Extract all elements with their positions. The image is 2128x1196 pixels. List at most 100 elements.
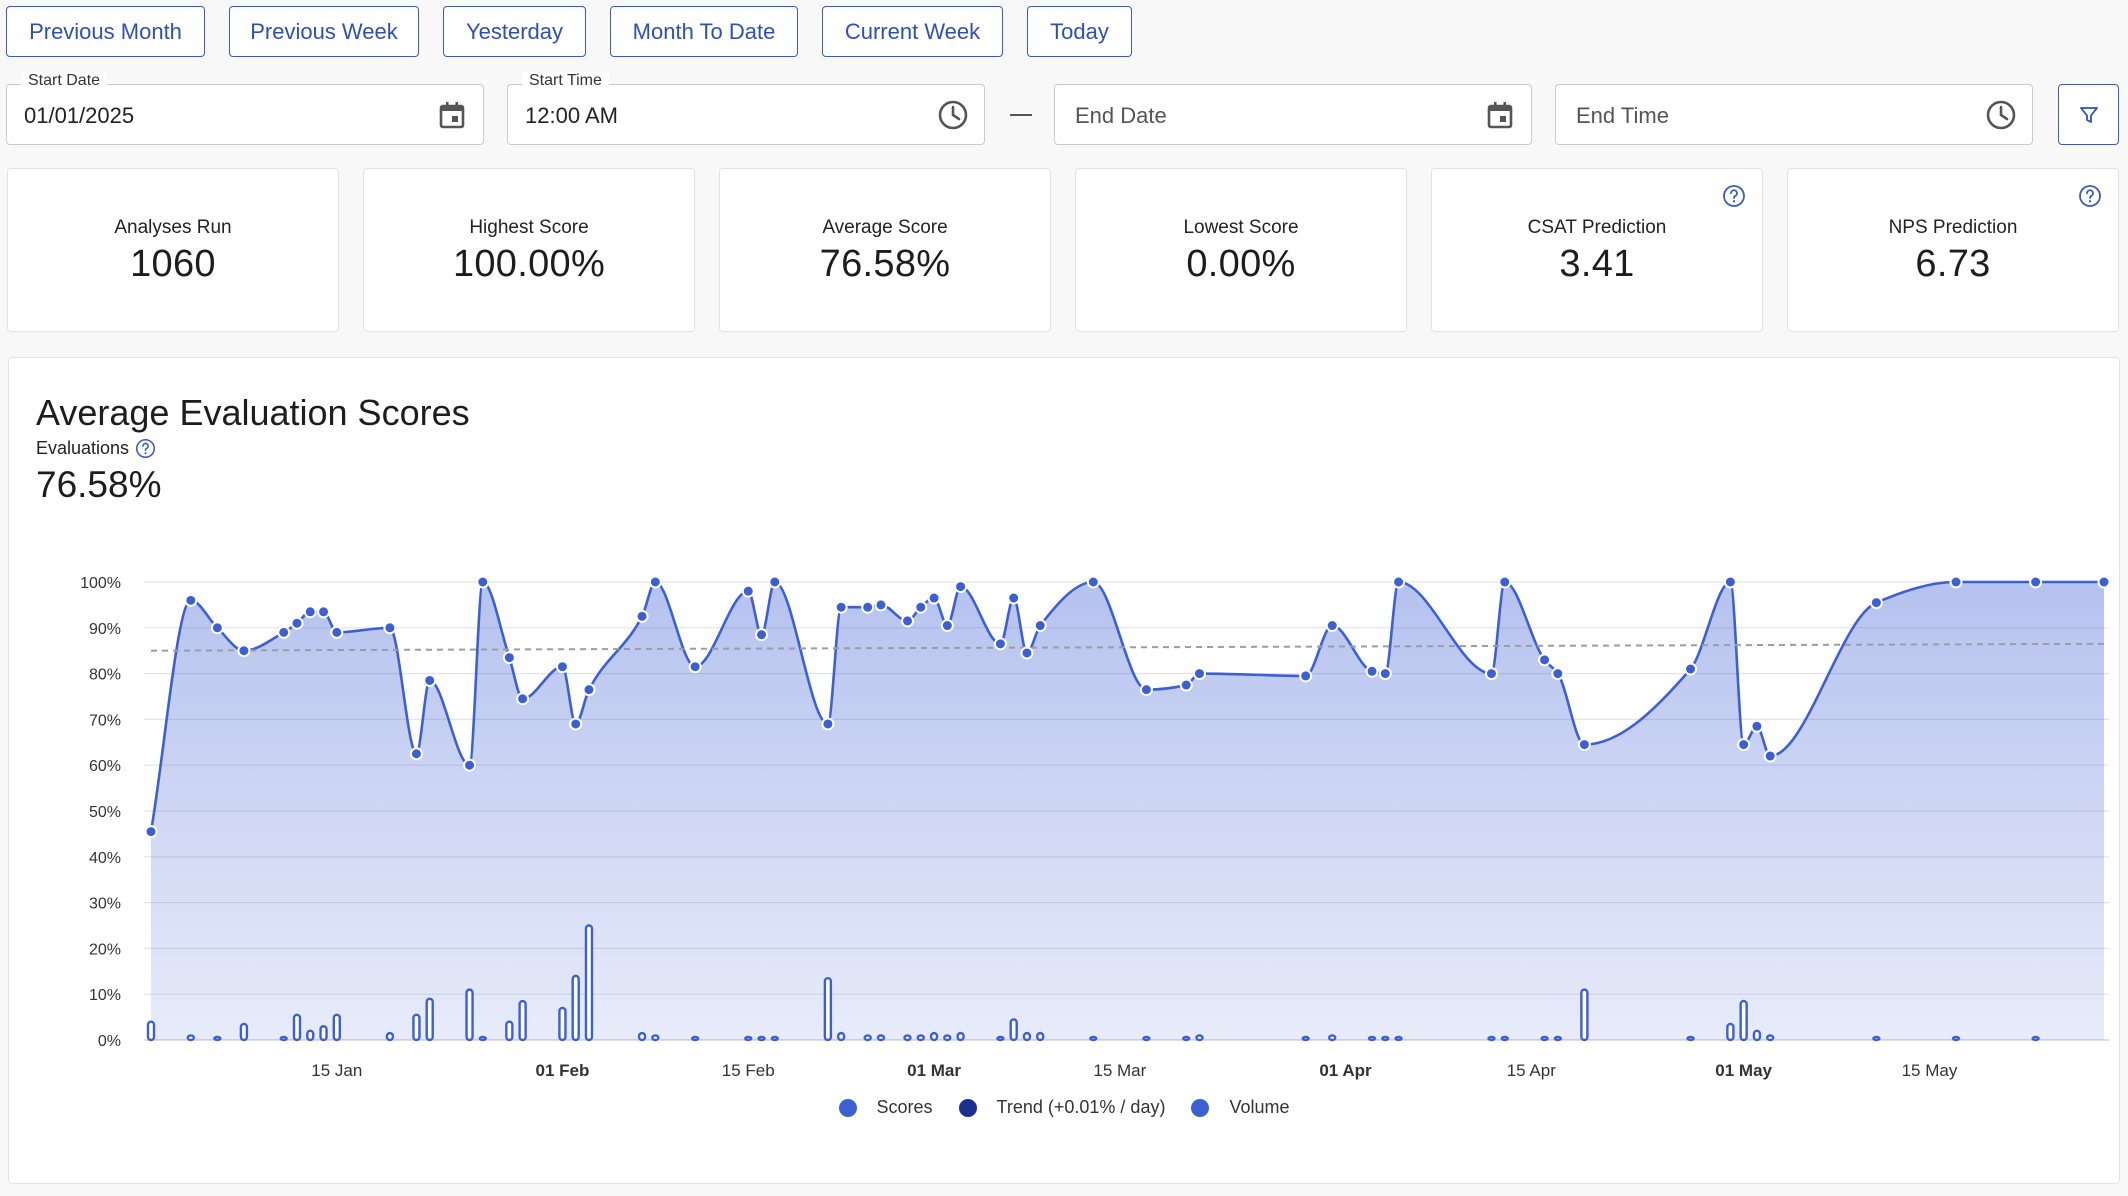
volume-bar <box>292 1013 302 1042</box>
score-point <box>1179 678 1193 692</box>
current-week-button[interactable]: Current Week <box>822 6 1003 57</box>
stat-label: NPS Prediction <box>1888 217 2018 238</box>
volume-bar <box>1036 1031 1045 1042</box>
calendar-icon[interactable] <box>435 98 469 132</box>
legend-volume-swatch <box>1191 1098 1210 1117</box>
nps-prediction-card: NPS Prediction 6.73 <box>1787 168 2119 332</box>
volume-bar <box>306 1029 315 1042</box>
scores-chart: 0% 10% 20% 30% 40% 50% 60% 70% 80% 90% 100% 15 Jan 0… <box>80 575 2111 1080</box>
volume-bar <box>770 1035 779 1042</box>
legend-volume-label: Volume <box>1229 1097 1290 1117</box>
volume-bar <box>213 1035 222 1042</box>
help-icon[interactable] <box>2078 184 2102 208</box>
start-date-field[interactable]: Start Date 01/01/2025 <box>6 72 484 145</box>
x-tick-label: 01 Mar <box>907 1061 961 1080</box>
end-date-placeholder: End Date <box>1075 103 1167 128</box>
score-point <box>476 575 490 589</box>
score-point <box>184 593 198 607</box>
score-point <box>582 683 596 697</box>
volume-bar <box>332 1013 342 1042</box>
average-score-card: Average Score 76.58% <box>719 168 1051 332</box>
score-point <box>688 660 702 674</box>
volume-bar <box>1951 1035 1961 1042</box>
end-date-field[interactable]: End Date <box>1054 84 1532 145</box>
volume-bar <box>1328 1034 1337 1042</box>
calendar-icon[interactable] <box>1483 98 1517 132</box>
help-icon[interactable] <box>135 438 156 459</box>
score-point <box>914 600 928 614</box>
clock-icon[interactable] <box>1984 98 2018 132</box>
legend-volume[interactable]: Volume <box>1191 1097 1290 1118</box>
score-point <box>1551 667 1565 681</box>
volume-bar <box>465 988 474 1042</box>
score-point <box>1498 575 1512 589</box>
volume-bar <box>876 1034 886 1042</box>
volume-bar <box>1686 1035 1695 1042</box>
volume-bar <box>1381 1035 1390 1042</box>
legend-scores-label: Scores <box>876 1097 933 1117</box>
month-to-date-button[interactable]: Month To Date <box>610 6 798 57</box>
previous-week-button[interactable]: Previous Week <box>229 6 419 57</box>
score-point <box>1086 575 1100 589</box>
score-point <box>834 600 848 614</box>
score-point <box>1299 669 1313 683</box>
volume-bar <box>1367 1035 1377 1042</box>
score-point <box>237 644 251 658</box>
score-point <box>502 651 516 665</box>
legend-scores[interactable]: Scores <box>838 1097 933 1118</box>
stat-value: 1060 <box>130 243 216 285</box>
volume-bar <box>478 1035 488 1042</box>
score-point <box>330 625 344 639</box>
panel-subtitle: Evaluations <box>36 438 156 459</box>
y-tick-label: 80% <box>89 667 121 684</box>
score-point <box>290 616 304 630</box>
volume-bar <box>651 1034 660 1042</box>
help-icon[interactable] <box>1722 184 1746 208</box>
score-point <box>555 660 569 674</box>
scores-area <box>151 582 2104 1040</box>
score-point <box>1007 591 1021 605</box>
volume-bar <box>1872 1035 1881 1042</box>
lowest-score-card: Lowest Score 0.00% <box>1075 168 1407 332</box>
previous-month-button[interactable]: Previous Month <box>6 6 205 57</box>
score-point <box>1139 683 1153 697</box>
y-tick-label: 60% <box>89 758 121 775</box>
x-tick-label: 01 Apr <box>1319 1061 1372 1080</box>
end-time-field[interactable]: End Time <box>1555 84 2033 145</box>
highest-score-card: Highest Score 100.00% <box>363 168 695 332</box>
score-point <box>463 758 477 772</box>
volume-bar <box>412 1013 421 1042</box>
score-point <box>383 621 397 635</box>
score-point <box>1763 749 1777 763</box>
legend-trend-label: Trend (+0.01% / day) <box>996 1097 1166 1117</box>
volume-bar <box>863 1034 872 1042</box>
x-tick-label: 15 Feb <box>722 1061 775 1080</box>
start-date-label: Start Date <box>21 72 108 90</box>
score-point <box>993 637 1007 651</box>
today-button[interactable]: Today <box>1027 6 1132 57</box>
clock-icon[interactable] <box>936 98 970 132</box>
filter-button[interactable] <box>2058 84 2119 145</box>
volume-bar <box>146 1020 156 1042</box>
volume-bar <box>239 1022 249 1042</box>
start-time-field[interactable]: Start Time 12:00 AM <box>507 72 985 145</box>
end-time-placeholder: End Time <box>1576 103 1669 128</box>
score-point <box>1723 575 1737 589</box>
volume-bar <box>1752 1029 1762 1042</box>
legend-trend[interactable]: Trend (+0.01% / day) <box>958 1097 1166 1118</box>
volume-bar <box>1301 1035 1310 1042</box>
x-tick-label: 15 Mar <box>1093 1061 1146 1080</box>
score-point <box>409 747 423 761</box>
score-point <box>516 692 530 706</box>
volume-bar <box>757 1035 766 1042</box>
volume-bar <box>1500 1035 1509 1042</box>
score-point <box>741 584 755 598</box>
stat-label: Highest Score <box>469 217 589 238</box>
volume-bar <box>1394 1035 1403 1042</box>
volume-bar <box>836 1031 846 1042</box>
yesterday-button[interactable]: Yesterday <box>443 6 586 57</box>
volume-bar <box>1487 1035 1496 1042</box>
stat-value: 0.00% <box>1186 243 1296 285</box>
stat-label: Analyses Run <box>114 217 232 238</box>
volume-bar <box>1580 988 1589 1042</box>
